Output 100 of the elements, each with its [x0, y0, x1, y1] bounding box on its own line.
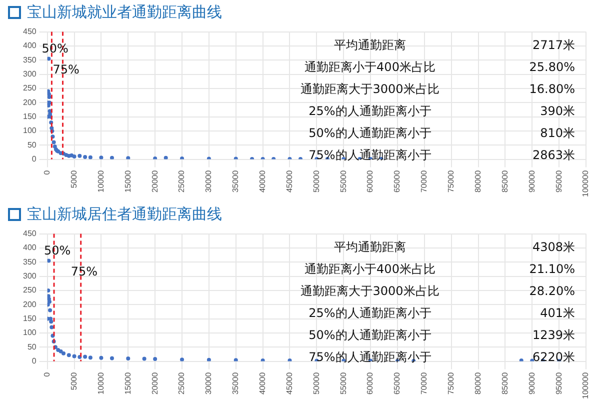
annotation: 通勤距离小于400米占比 — [304, 59, 436, 76]
x-tick-label: 45000 — [284, 372, 294, 395]
x-tick-label: 85000 — [500, 170, 510, 193]
y-tick-label: 300 — [22, 272, 37, 281]
annotation: 390米 — [539, 103, 575, 120]
y-tick-label: 400 — [22, 41, 37, 50]
x-tick-label: 50000 — [312, 372, 321, 395]
annotation: 平均通勤距离 — [333, 239, 407, 256]
x-tick-label: 40000 — [258, 170, 268, 193]
x-tick-label: 60000 — [366, 372, 375, 395]
x-tick-label: 20000 — [150, 170, 160, 193]
annotation: 25%的人通勤距离小于 — [308, 103, 432, 120]
x-tick-label: 50000 — [312, 170, 321, 193]
x-tick-label: 95000 — [554, 170, 564, 193]
annotation: 25%的人通勤距离小于 — [308, 305, 432, 322]
annotation: 4308米 — [531, 239, 575, 256]
annotation: 21.10% — [528, 261, 575, 278]
y-tick-label: 350 — [22, 55, 37, 64]
x-tick-label: 80000 — [473, 170, 482, 193]
y-tick-label: 450 — [22, 27, 37, 36]
chart-title: 宝山新城就业者通勤距离曲线 — [27, 2, 222, 23]
x-tick-label: 90000 — [527, 170, 536, 193]
annotation: 16.80% — [528, 81, 575, 98]
annotation: 1239米 — [531, 327, 575, 344]
point — [88, 356, 92, 360]
x-tick-label: 10000 — [96, 372, 106, 395]
annotation: 75% — [52, 62, 80, 77]
x-tick-label: 20000 — [150, 372, 160, 395]
y-tick-label: 450 — [22, 229, 37, 238]
point — [260, 358, 265, 362]
x-tick-label: 70000 — [420, 170, 429, 193]
x-tick-label: 15000 — [123, 170, 132, 193]
x-tick-label: 95000 — [554, 372, 564, 395]
x-tick-label: 100000 — [581, 170, 590, 198]
point — [234, 358, 238, 362]
point — [234, 156, 238, 160]
y-tick-label: 400 — [22, 243, 37, 252]
y-tick-label: 250 — [22, 84, 37, 93]
x-tick-label: 60000 — [366, 170, 375, 193]
point — [153, 357, 158, 362]
annotation: 75%的人通勤距离小于 — [308, 147, 432, 164]
y-tick-label: 150 — [22, 314, 37, 324]
point — [52, 140, 56, 144]
x-tick-label: 100000 — [581, 372, 590, 400]
x-tick-label: 30000 — [204, 170, 214, 193]
point — [83, 155, 88, 160]
y-tick-label: 100 — [22, 126, 37, 136]
x-tick-label: 90000 — [527, 372, 536, 395]
annotation: 通勤距离大于3000米占比 — [300, 81, 440, 98]
y-tick-label: 250 — [22, 286, 37, 295]
x-tick-label: 35000 — [231, 170, 240, 193]
point — [126, 356, 130, 360]
x-tick-label: 65000 — [392, 170, 402, 193]
point — [99, 356, 104, 360]
y-tick-label: 350 — [22, 257, 37, 266]
x-tick-label: 70000 — [420, 372, 429, 395]
annotation: 75%的人通勤距离小于 — [308, 349, 432, 366]
annotation: 50%的人通勤距离小于 — [308, 327, 432, 344]
annotation: 通勤距离大于3000米占比 — [300, 283, 440, 300]
point — [50, 325, 54, 330]
x-tick-label: 55000 — [338, 372, 348, 395]
point — [180, 156, 184, 160]
y-tick-label: 300 — [22, 70, 37, 79]
point — [142, 356, 146, 361]
point — [62, 351, 66, 356]
annotation: 810米 — [539, 125, 575, 142]
x-tick-label: 45000 — [284, 170, 294, 193]
point — [66, 353, 71, 358]
point — [49, 320, 54, 324]
point — [206, 156, 211, 160]
point — [83, 354, 88, 359]
y-tick-label: 100 — [22, 328, 37, 338]
point — [206, 358, 211, 362]
point — [88, 155, 92, 160]
point — [110, 156, 114, 160]
annotation: 50% — [42, 41, 68, 56]
point — [48, 300, 52, 304]
point — [519, 358, 524, 362]
x-tick-label: 75000 — [446, 372, 456, 395]
point — [180, 358, 184, 362]
x-tick-label: 5000 — [69, 170, 78, 188]
y-tick-label: 0 — [32, 154, 37, 164]
point — [153, 156, 158, 160]
x-tick-label: 75000 — [446, 170, 456, 193]
annotation: 28.20% — [528, 283, 575, 300]
y-tick-label: 150 — [22, 112, 37, 122]
x-tick-label: 0 — [42, 372, 52, 377]
annotation: 401米 — [539, 305, 575, 322]
annotation: 50%的人通勤距离小于 — [308, 125, 432, 142]
x-tick-label: 65000 — [392, 372, 402, 395]
annotation: 平均通勤距离 — [333, 37, 407, 54]
x-tick-label: 80000 — [473, 372, 482, 395]
x-tick-label: 10000 — [96, 170, 106, 193]
x-tick-label: 55000 — [338, 170, 348, 193]
point — [48, 308, 52, 312]
x-tick-label: 15000 — [123, 372, 132, 395]
x-tick-label: 0 — [42, 170, 52, 175]
annotation: 6220米 — [531, 349, 575, 366]
y-tick-label: 50 — [27, 140, 37, 150]
y-tick-label: 200 — [22, 300, 37, 309]
